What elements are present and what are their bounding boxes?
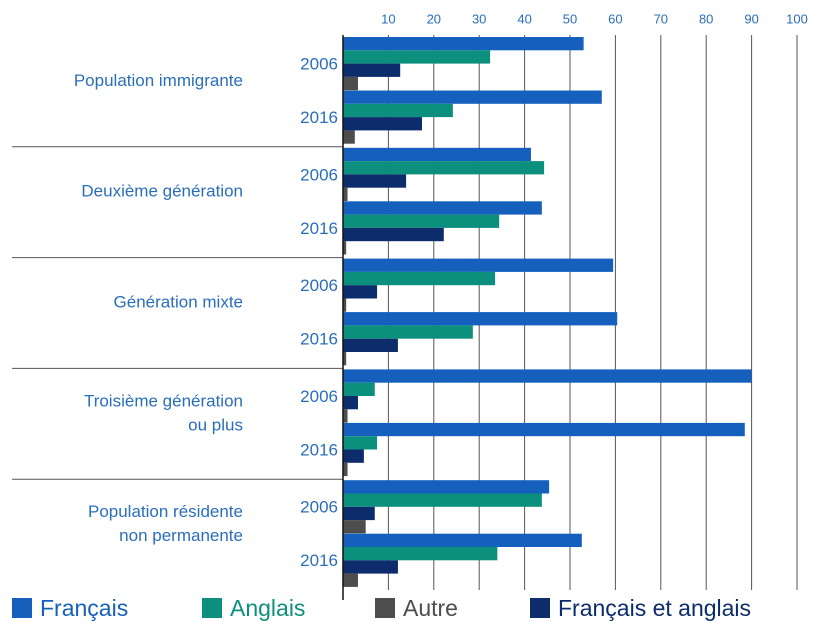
bar [343, 533, 582, 547]
group-label: Troisième génération [84, 391, 243, 410]
bar [343, 338, 398, 352]
x-tick-label: 20 [427, 11, 441, 26]
group-label: Génération mixte [114, 292, 243, 311]
bar [343, 117, 422, 131]
bar [343, 285, 378, 299]
bar [343, 480, 550, 494]
year-label: 2006 [300, 276, 338, 295]
x-tick-label: 10 [381, 11, 395, 26]
x-tick-label: 40 [517, 11, 531, 26]
legend-label: Français et anglais [558, 595, 751, 621]
bar [343, 147, 531, 162]
bar [343, 422, 745, 437]
bar [343, 462, 348, 477]
bar [343, 50, 491, 64]
legend-swatch [375, 598, 395, 618]
year-label: 2006 [300, 498, 338, 517]
x-tick-label: 50 [563, 11, 577, 26]
bar [343, 241, 347, 255]
bar [343, 573, 358, 587]
legend-label: Anglais [230, 595, 305, 621]
year-label: 2016 [300, 219, 338, 238]
bar [343, 258, 614, 272]
year-label: 2016 [300, 330, 338, 349]
x-tick-label: 60 [608, 11, 622, 26]
legend-swatch [12, 598, 32, 618]
bar [343, 201, 542, 215]
legend-swatch [202, 598, 222, 618]
bar [343, 63, 401, 77]
year-label: 2016 [300, 108, 338, 127]
x-tick-label: 80 [699, 11, 713, 26]
bar [343, 187, 348, 201]
bar [343, 161, 545, 175]
bar [343, 409, 348, 423]
bar [343, 369, 752, 383]
bar [343, 312, 618, 326]
bar [343, 506, 375, 521]
bar [343, 90, 602, 104]
bar [343, 493, 542, 507]
year-label: 2016 [300, 440, 338, 459]
bar [343, 37, 584, 51]
bar [343, 449, 364, 463]
bar [343, 227, 444, 242]
x-tick-label: 70 [654, 11, 668, 26]
bar [343, 436, 378, 450]
x-tick-label: 30 [472, 11, 486, 26]
bar [343, 547, 498, 561]
bar [343, 382, 375, 396]
group-label: Deuxième génération [81, 182, 243, 201]
bar [343, 130, 355, 144]
group-label: ou plus [188, 415, 243, 434]
group-label: non permanente [119, 526, 243, 545]
bar [343, 396, 358, 410]
group-label: Population immigrante [74, 71, 243, 90]
bar [343, 520, 366, 534]
group-label: Population résidente [88, 502, 243, 521]
x-tick-label: 100 [786, 11, 808, 26]
bar [343, 271, 496, 286]
bar [343, 325, 473, 339]
year-label: 2016 [300, 551, 338, 570]
legend-swatch [530, 598, 550, 618]
year-label: 2006 [300, 54, 338, 73]
bar [343, 214, 500, 228]
legend-label: Autre [403, 595, 458, 621]
year-label: 2006 [300, 387, 338, 406]
legend-label: Français [40, 595, 128, 621]
bar [343, 103, 453, 118]
bar [343, 352, 347, 366]
year-label: 2006 [300, 165, 338, 184]
x-tick-label: 90 [744, 11, 758, 26]
bar [343, 298, 347, 312]
bar [343, 174, 407, 188]
bar [343, 560, 398, 574]
bar [343, 76, 358, 91]
